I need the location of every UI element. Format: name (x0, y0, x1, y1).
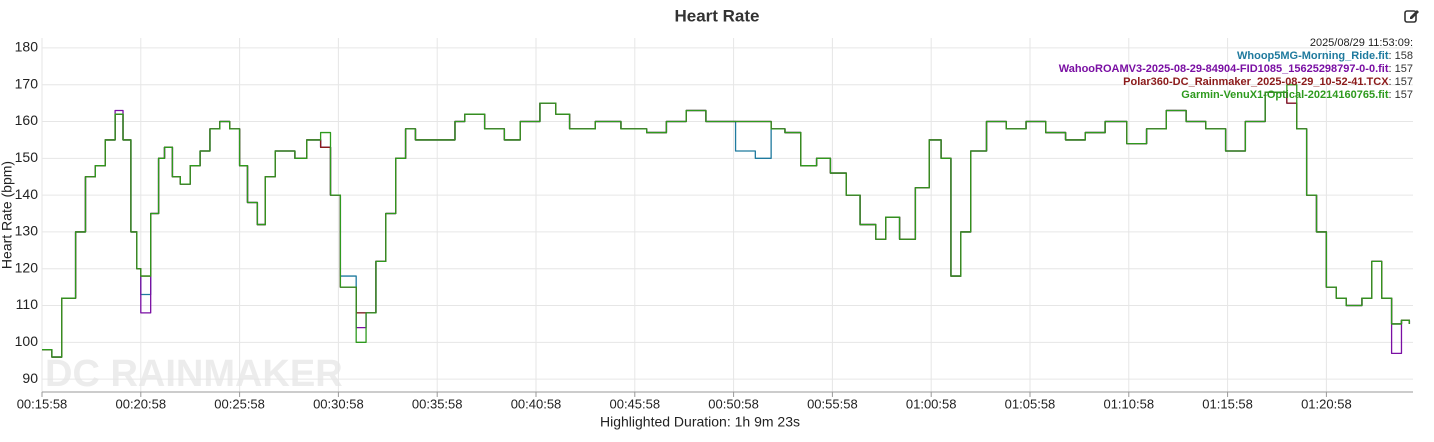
series-line (42, 91, 1411, 358)
legend-value: : 158 (1389, 50, 1413, 62)
edit-icon[interactable] (1404, 10, 1419, 23)
legend-entry: WahooROAMV3-2025-08-29-84904-FID1085_156… (1059, 63, 1413, 75)
y-tick-label: 100 (15, 333, 39, 349)
legend-value: : 157 (1389, 76, 1413, 88)
x-tick-label: 00:20:58 (115, 396, 166, 411)
x-axis-label: Highlighted Duration: 1h 9m 23s (600, 414, 800, 430)
x-tick-label: 00:25:58 (214, 396, 265, 411)
watermark: DC RAINMAKER (45, 353, 343, 395)
y-tick-label: 110 (16, 296, 39, 312)
hover-time: 2025/08/29 11:53:09: (1310, 37, 1413, 49)
y-tick-label: 170 (15, 75, 39, 91)
legend-entry: Whoop5MG-Morning_Ride.fit: 158 (1237, 50, 1413, 62)
x-tick-label: 01:10:58 (1103, 396, 1154, 411)
x-tick-label: 00:35:58 (412, 396, 463, 411)
x-tick-label: 00:15:58 (17, 396, 68, 411)
icon-frame (1404, 10, 1417, 23)
y-tick-label: 90 (22, 370, 38, 386)
chart-title: Heart Rate (674, 6, 759, 25)
icon-pen (1410, 10, 1419, 19)
x-tick-label: 01:05:58 (1005, 396, 1056, 411)
y-tick-label: 130 (15, 223, 39, 239)
legend-value: : 157 (1389, 63, 1413, 75)
legend-value: : 157 (1389, 89, 1413, 101)
y-tick-label: 150 (15, 149, 39, 165)
y-tick-label: 160 (15, 112, 39, 128)
x-tick-label: 00:30:58 (313, 396, 364, 411)
legend-name: Polar360-DC_Rainmaker_2025-08-29_10-52-4… (1123, 76, 1389, 88)
legend-entry: Polar360-DC_Rainmaker_2025-08-29_10-52-4… (1123, 76, 1413, 88)
y-tick-label: 140 (15, 186, 39, 202)
x-tick-label: 00:55:58 (807, 396, 858, 411)
x-tick-label: 00:45:58 (609, 396, 660, 411)
legend-name: Garmin-VenuX1-Optical-20214160765.fit (1181, 89, 1389, 101)
series-line (42, 84, 1411, 358)
x-tick-label: 01:00:58 (906, 396, 957, 411)
x-tick-label: 00:40:58 (511, 396, 562, 411)
x-tick-label: 01:15:58 (1202, 396, 1253, 411)
y-tick-label: 120 (15, 259, 39, 275)
legend-name: WahooROAMV3-2025-08-29-84904-FID1085_156… (1059, 63, 1389, 75)
series-line (42, 91, 1411, 358)
legend-name: Whoop5MG-Morning_Ride.fit (1237, 50, 1389, 62)
x-tick-label: 00:50:58 (708, 396, 759, 411)
y-tick-label: 180 (15, 39, 39, 55)
legend-entry: Garmin-VenuX1-Optical-20214160765.fit: 1… (1181, 89, 1413, 101)
y-axis-label: Heart Rate (bpm) (0, 161, 15, 269)
series-line (42, 91, 1411, 358)
x-tick-label: 01:20:58 (1301, 396, 1352, 411)
